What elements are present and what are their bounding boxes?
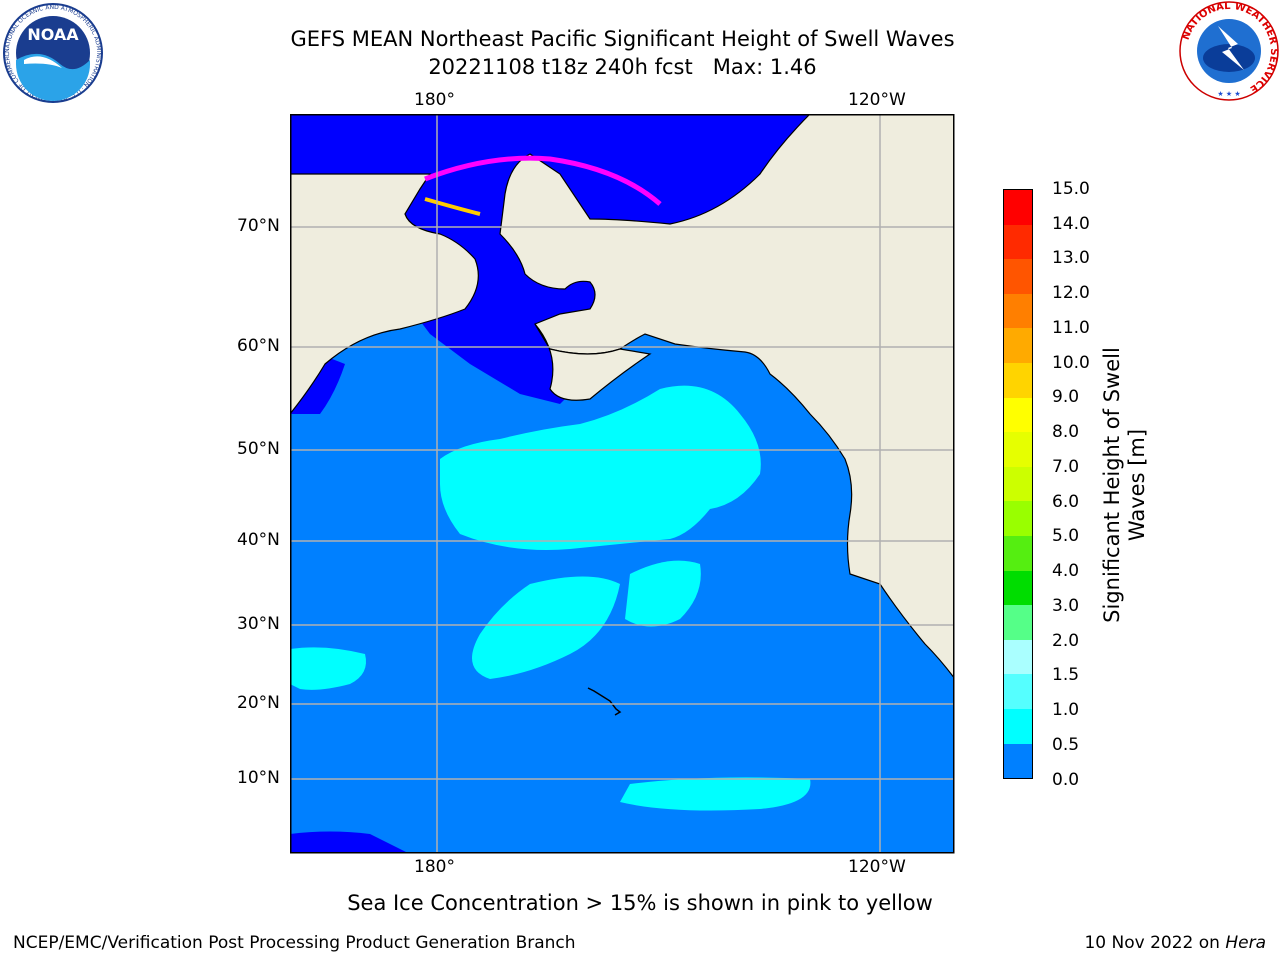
swell-cyan-west — [290, 647, 366, 690]
colorbar — [1003, 189, 1033, 779]
map-panel — [290, 114, 955, 854]
colorbar-segment — [1004, 639, 1032, 675]
svg-text:★ ★ ★: ★ ★ ★ — [1217, 90, 1240, 98]
colorbar-tick: 11.0 — [1052, 318, 1090, 338]
colorbar-segment — [1004, 674, 1032, 709]
colorbar-segment — [1004, 708, 1032, 744]
colorbar-tick: 4.0 — [1052, 561, 1080, 581]
colorbar-tick: 12.0 — [1052, 283, 1090, 303]
land-siberia — [290, 114, 479, 415]
colorbar-tick: 1.0 — [1052, 700, 1080, 720]
lat-label-50n: 50°N — [237, 439, 280, 459]
colorbar-segment — [1004, 432, 1032, 467]
lat-label-10n: 10°N — [237, 768, 280, 788]
nws-logo: NATIONAL WEATHER SERVICE ★ ★ ★ — [1179, 1, 1279, 101]
colorbar-segment — [1004, 570, 1032, 606]
colorbar-tick: 15.0 — [1052, 179, 1090, 199]
colorbar-tick: 14.0 — [1052, 214, 1090, 234]
colorbar-segment — [1004, 466, 1032, 502]
ice-edge-north — [424, 155, 662, 206]
noaa-wordmark: NOAA — [27, 25, 79, 44]
colorbar-segment — [1004, 190, 1032, 225]
swell-cyan-east — [625, 560, 701, 627]
lon-label-top-120w: 120°W — [848, 90, 906, 110]
chart-title: GEFS MEAN Northeast Pacific Significant … — [290, 27, 955, 51]
swell-cyan-mid — [472, 576, 620, 679]
lon-label-bottom-120w: 120°W — [848, 857, 906, 877]
swell-cyan-tropics — [620, 777, 811, 811]
footer-system-name: Hera — [1225, 933, 1266, 953]
hawaii-islands — [587, 687, 622, 716]
colorbar-segment — [1004, 259, 1032, 294]
lat-label-30n: 30°N — [237, 614, 280, 634]
colorbar-tick: 13.0 — [1052, 248, 1090, 268]
colorbar-tick: 10.0 — [1052, 353, 1090, 373]
lat-label-60n: 60°N — [237, 336, 280, 356]
colorbar-tick: 0.0 — [1052, 770, 1080, 790]
swell-cyan-main — [440, 385, 761, 550]
colorbar-tick: 7.0 — [1052, 457, 1080, 477]
colorbar-segment — [1004, 293, 1032, 329]
footer-credit: NCEP/EMC/Verification Post Processing Pr… — [13, 933, 576, 953]
lon-label-bottom-180: 180° — [414, 857, 455, 877]
colorbar-tick: 3.0 — [1052, 596, 1080, 616]
colorbar-segment — [1004, 501, 1032, 536]
colorbar-segment — [1004, 743, 1032, 779]
colorbar-tick: 0.5 — [1052, 735, 1080, 755]
lat-label-70n: 70°N — [237, 216, 280, 236]
land-alaska-peninsula — [534, 323, 652, 401]
footer-date: 10 Nov 2022 on Hera — [1084, 933, 1266, 953]
colorbar-segment — [1004, 397, 1032, 433]
colorbar-label: Significant Height of Swell Waves [m] — [1100, 347, 1149, 623]
colorbar-tick: 5.0 — [1052, 526, 1080, 546]
colorbar-segment — [1004, 362, 1032, 398]
graticule — [290, 114, 954, 853]
noaa-logo: NATIONAL OCEANIC AND ATMOSPHERIC ADMINIS… — [2, 2, 103, 103]
colorbar-segment — [1004, 535, 1032, 571]
colorbar-segment — [1004, 224, 1032, 260]
ice-edge-yellow — [424, 197, 481, 216]
colorbar-tick: 8.0 — [1052, 422, 1080, 442]
footer-date-text: 10 Nov 2022 on — [1084, 933, 1226, 953]
map-frame — [290, 114, 955, 854]
colorbar-tick: 2.0 — [1052, 631, 1080, 651]
chart-subtitle: 20221108 t18z 240h fcst Max: 1.46 — [428, 55, 817, 79]
colorbar-tick: 9.0 — [1052, 387, 1080, 407]
lat-label-20n: 20°N — [237, 693, 280, 713]
sea-ice-note: Sea Ice Concentration > 15% is shown in … — [347, 891, 933, 915]
lat-label-40n: 40°N — [237, 530, 280, 550]
lon-label-top-180: 180° — [414, 90, 455, 110]
colorbar-tick: 6.0 — [1052, 492, 1080, 512]
colorbar-segment — [1004, 328, 1032, 363]
colorbar-segment — [1004, 605, 1032, 640]
southwest-low-swell — [290, 831, 408, 853]
colorbar-tick: 1.5 — [1052, 665, 1080, 685]
land-alaska-canada — [499, 114, 954, 679]
